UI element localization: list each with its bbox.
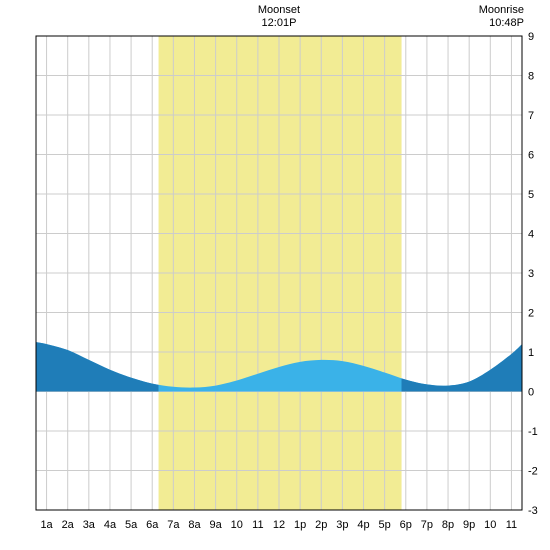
x-tick: 3p xyxy=(336,519,348,531)
x-tick: 8p xyxy=(442,519,454,531)
moonrise-title: Moonrise xyxy=(479,4,524,17)
x-tick: 12 xyxy=(273,519,285,531)
moonset-label: Moonset 12:01P xyxy=(258,4,300,30)
x-tick: 2a xyxy=(62,519,75,531)
y-tick: 6 xyxy=(528,150,534,162)
y-tick: 7 xyxy=(528,110,534,122)
x-tick: 1p xyxy=(294,519,306,531)
x-tick: 9p xyxy=(463,519,475,531)
x-tick: 5p xyxy=(379,519,391,531)
y-tick: 9 xyxy=(528,31,534,43)
x-tick: 7a xyxy=(167,519,180,531)
chart-svg: -3-2-101234567891a2a3a4a5a6a7a8a9a101112… xyxy=(0,0,550,550)
moonset-title: Moonset xyxy=(258,4,300,17)
moonrise-time: 10:48P xyxy=(479,17,524,30)
y-tick: -3 xyxy=(528,505,538,517)
x-tick: 6a xyxy=(146,519,159,531)
tide-chart: Moonset 12:01P Moonrise 10:48P -3-2-1012… xyxy=(0,0,550,550)
x-tick: 4a xyxy=(104,519,117,531)
x-tick: 7p xyxy=(421,519,433,531)
x-tick: 11 xyxy=(506,519,517,531)
x-tick: 5a xyxy=(125,519,138,531)
x-tick: 1a xyxy=(40,519,53,531)
y-tick: 0 xyxy=(528,387,534,399)
x-tick: 10 xyxy=(231,519,243,531)
x-tick: 4p xyxy=(357,519,369,531)
y-tick: 8 xyxy=(528,71,534,83)
y-tick: 2 xyxy=(528,308,534,320)
x-tick: 3a xyxy=(83,519,96,531)
y-tick: -1 xyxy=(528,426,538,438)
x-tick: 11 xyxy=(252,519,263,531)
x-tick: 6p xyxy=(400,519,412,531)
x-tick: 10 xyxy=(484,519,496,531)
x-tick: 9a xyxy=(209,519,222,531)
y-tick: 3 xyxy=(528,268,534,280)
y-tick: 1 xyxy=(528,347,534,359)
x-tick: 8a xyxy=(188,519,201,531)
moonset-time: 12:01P xyxy=(258,17,300,30)
y-tick: 5 xyxy=(528,189,534,201)
moonrise-label: Moonrise 10:48P xyxy=(479,4,524,30)
y-tick: -2 xyxy=(528,466,538,478)
x-tick: 2p xyxy=(315,519,327,531)
y-tick: 4 xyxy=(528,229,534,241)
